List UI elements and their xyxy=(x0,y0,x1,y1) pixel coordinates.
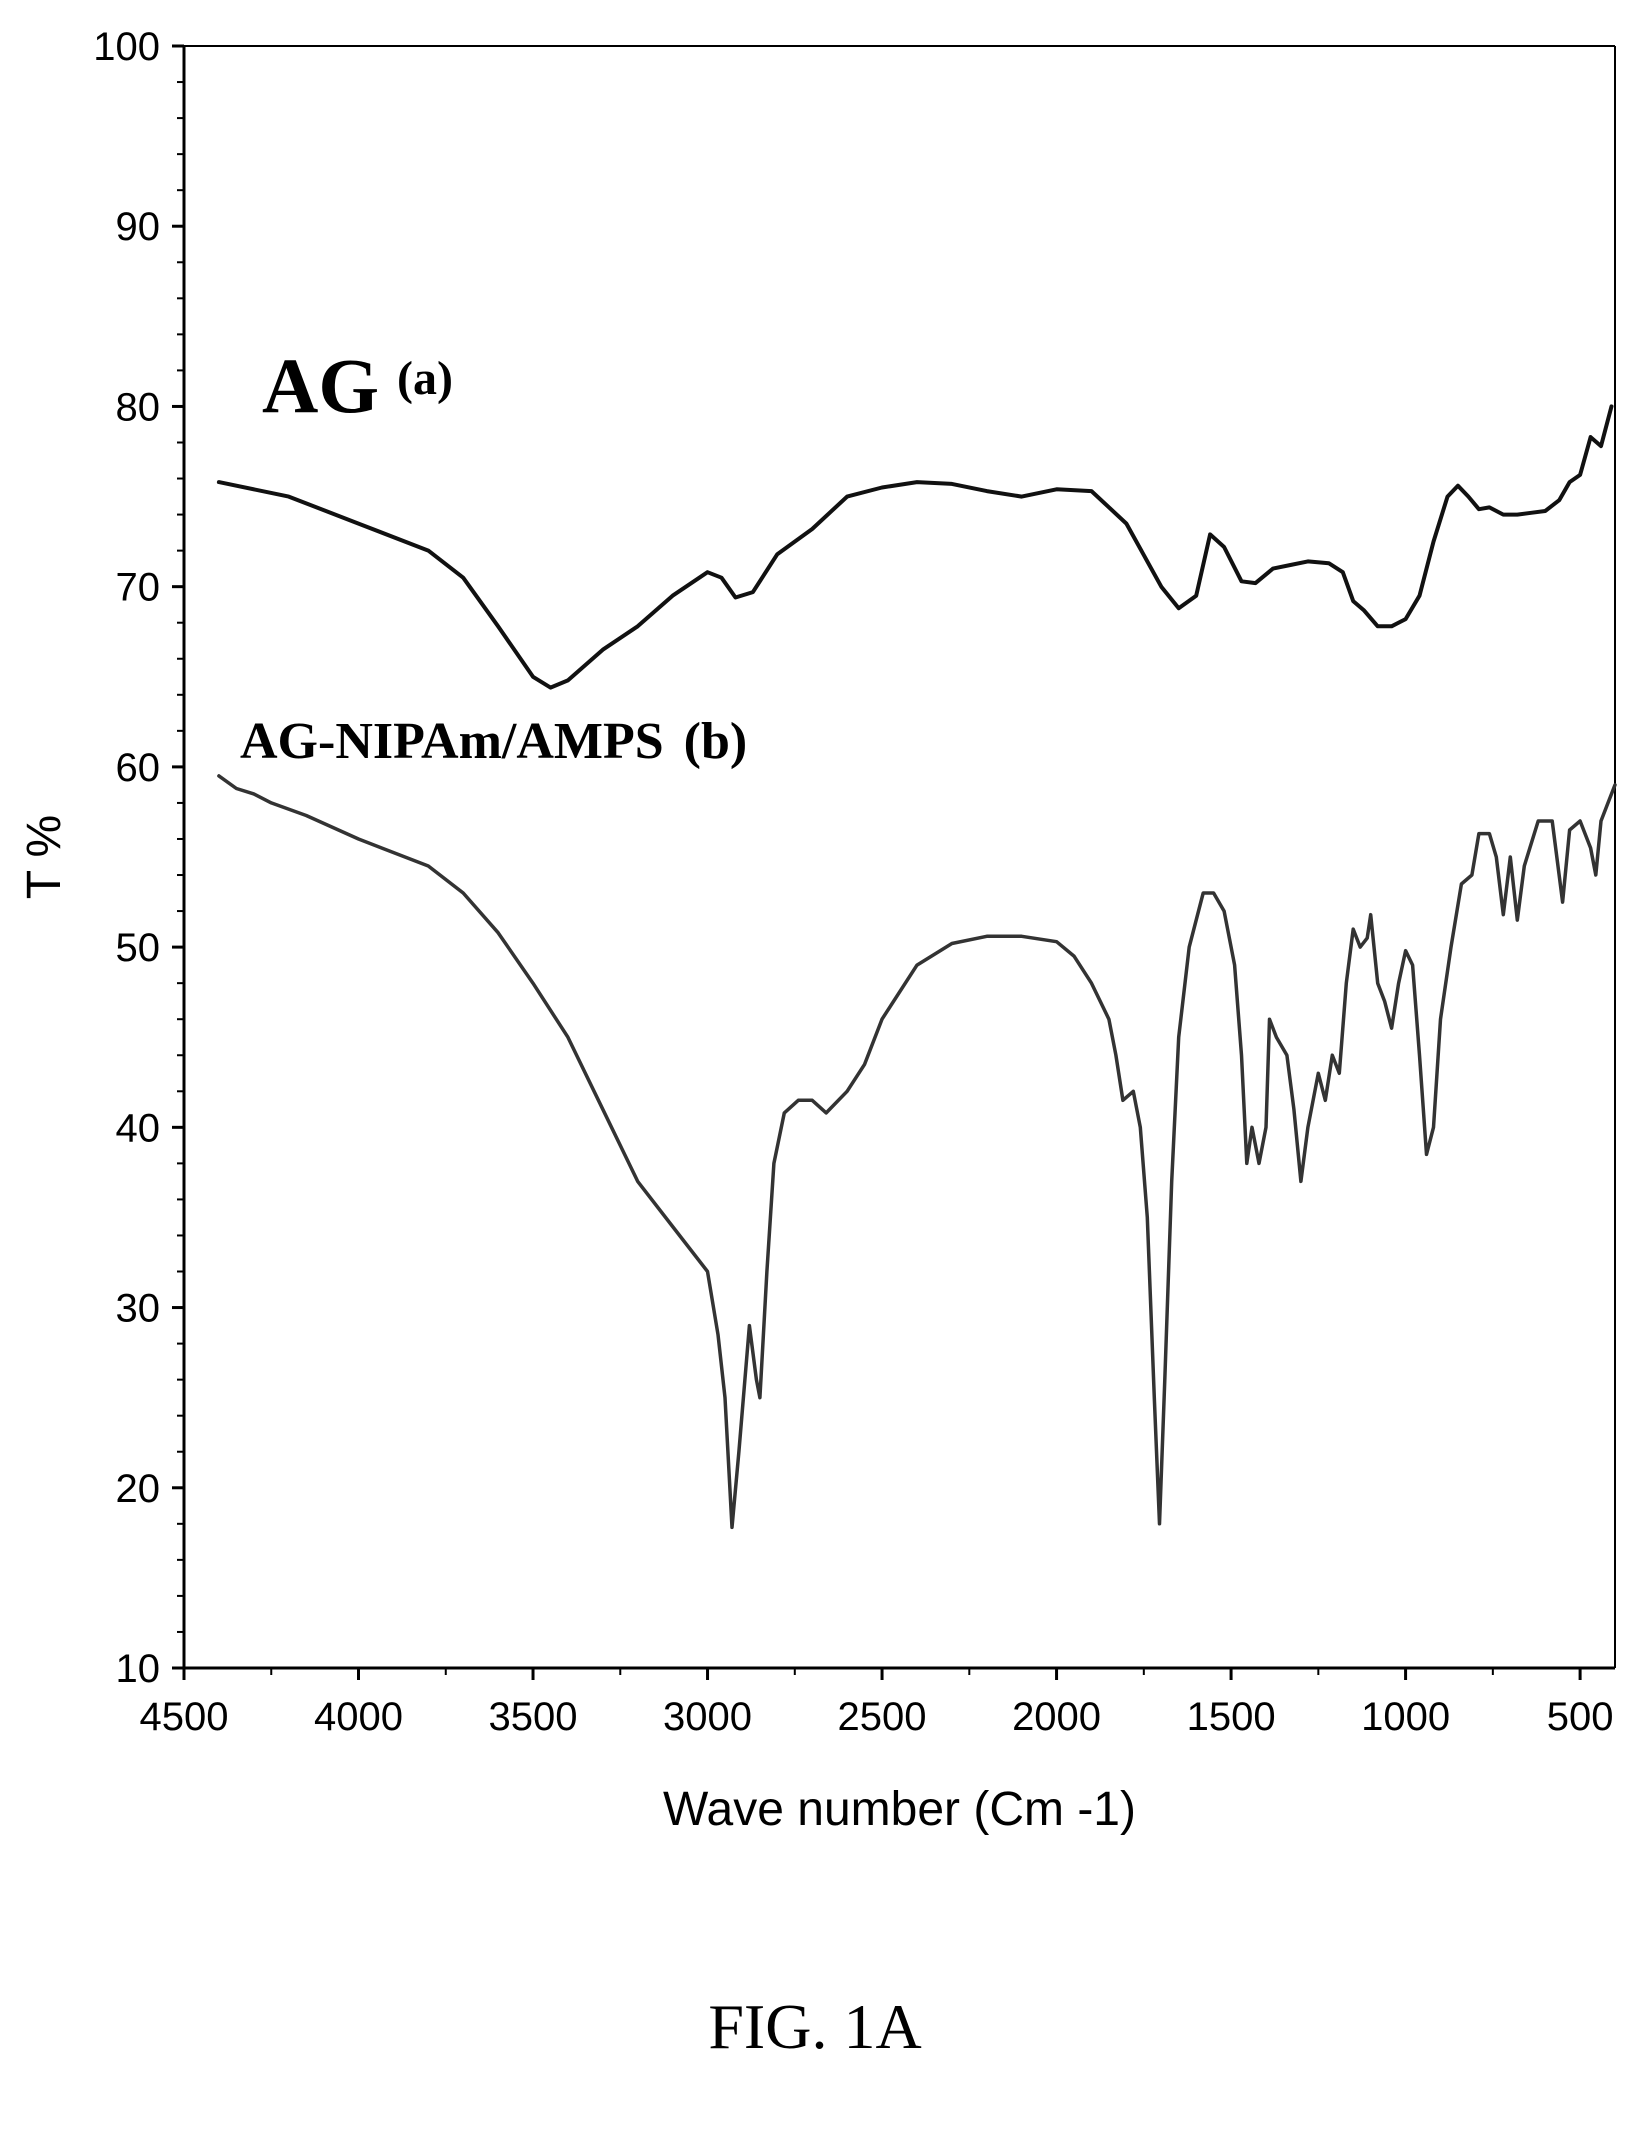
series-b-annotation-suffix: (b) xyxy=(684,713,748,770)
y-tick-label: 20 xyxy=(116,1467,161,1511)
figure-caption: FIG. 1A xyxy=(708,1991,922,2062)
y-tick-label: 60 xyxy=(116,746,161,790)
ftir-chart: 10 20 30 40 50 60 70 80 90 100 4500 4000 3500 3000 25… xyxy=(18,25,1617,1836)
y-tick-label: 100 xyxy=(93,25,160,69)
x-tick-label: 4000 xyxy=(314,1695,403,1739)
x-tick-label: 4500 xyxy=(140,1695,229,1739)
x-tick-label: 3000 xyxy=(663,1695,752,1739)
x-tick-label: 1500 xyxy=(1187,1695,1276,1739)
series-a-annotation-suffix: (a) xyxy=(397,352,453,405)
x-axis-title: Wave number (Cm -1) xyxy=(663,1783,1136,1836)
series-b-annotation-main: AG-NIPAm/AMPS xyxy=(240,713,664,770)
series-b-annotation: AG-NIPAm/AMPS (b) xyxy=(240,713,747,770)
y-tick-label: 30 xyxy=(116,1287,161,1331)
x-tick-label: 2500 xyxy=(838,1695,927,1739)
x-tick-label: 1000 xyxy=(1361,1695,1450,1739)
series-a-annotation-main: AG xyxy=(262,342,379,429)
y-tick-label: 10 xyxy=(116,1647,161,1691)
series-a-line xyxy=(216,404,1614,690)
series-b-line xyxy=(217,774,1617,1530)
series-layer xyxy=(216,404,1617,1530)
y-tick-label: 90 xyxy=(116,205,161,249)
x-tick-label: 2000 xyxy=(1012,1695,1101,1739)
y-tick-label: 40 xyxy=(116,1106,161,1150)
y-tick-label: 80 xyxy=(116,385,161,429)
x-tick-label: 3500 xyxy=(489,1695,578,1739)
series-a-annotation: AG (a) xyxy=(262,342,453,429)
x-tick-label: 500 xyxy=(1547,1695,1614,1739)
y-tick-label: 50 xyxy=(116,926,161,970)
y-axis-title: T % xyxy=(18,815,71,899)
plot-area xyxy=(182,45,1616,1670)
y-axis-ticks: 10 20 30 40 50 60 70 80 90 100 xyxy=(93,25,184,1691)
y-tick-label: 70 xyxy=(116,566,161,610)
x-axis-ticks: 4500 4000 3500 3000 2500 2000 1500 1000 500 xyxy=(140,1668,1614,1739)
